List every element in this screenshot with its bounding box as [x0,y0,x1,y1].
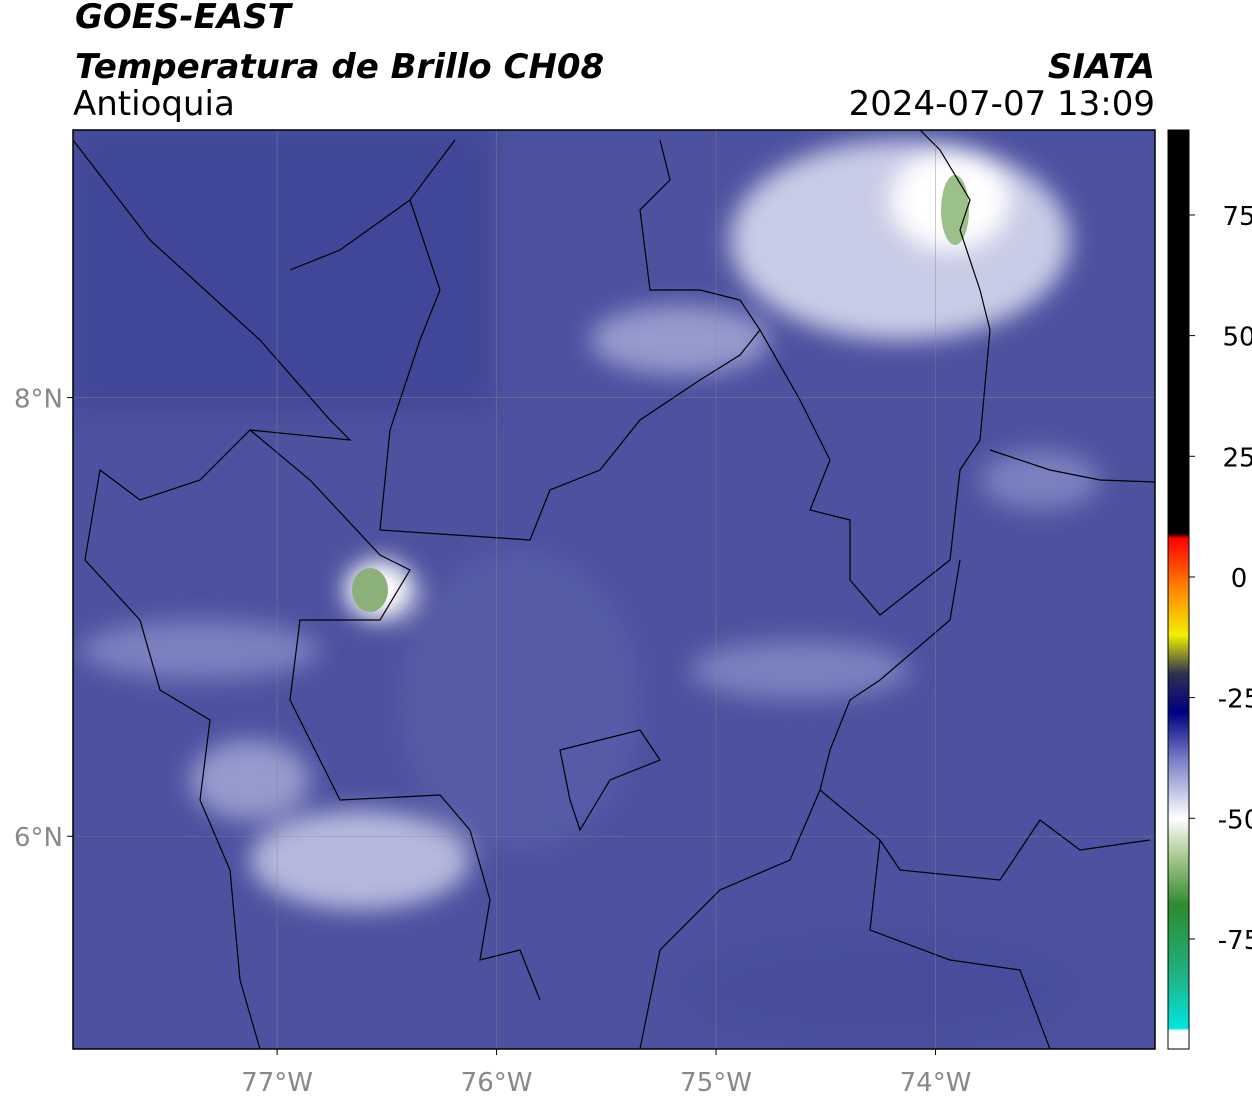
cold-cloud [941,175,969,245]
map-image [73,130,1155,1049]
colorbar-tick-label: 25 [1222,443,1252,473]
source: SIATA [1048,47,1155,87]
region: Antioquia [73,84,235,124]
lat-tick-label: 6°N [14,823,63,853]
colorbar-tick-label: 0 [1231,564,1248,594]
lon-tick-label: 77°W [241,1068,313,1098]
colorbar-tick-label: 50 [1222,323,1252,353]
graticule [73,130,1155,1049]
colorbar-tick-label: -75 [1218,926,1252,956]
map-frame [72,129,1156,1050]
colorbar-tick-label: 75 [1222,202,1252,232]
lat-tick-label: 8°N [14,385,63,415]
title: GOES-EAST [75,0,294,37]
colorbar-tick-label: -25 [1218,685,1252,715]
colorbar-tick-label: -50 [1218,805,1252,835]
cold-cloud [352,568,388,612]
datetime: 2024-07-07 13:09 [849,84,1155,124]
cloud-field [73,130,1100,1049]
lon-tick-label: 75°W [680,1068,752,1098]
subtitle: Temperatura de Brillo CH08 [75,47,604,87]
lon-tick-label: 74°W [900,1068,972,1098]
borders [73,130,1155,1049]
colorbar [1167,129,1190,1050]
lon-tick-label: 76°W [461,1068,533,1098]
